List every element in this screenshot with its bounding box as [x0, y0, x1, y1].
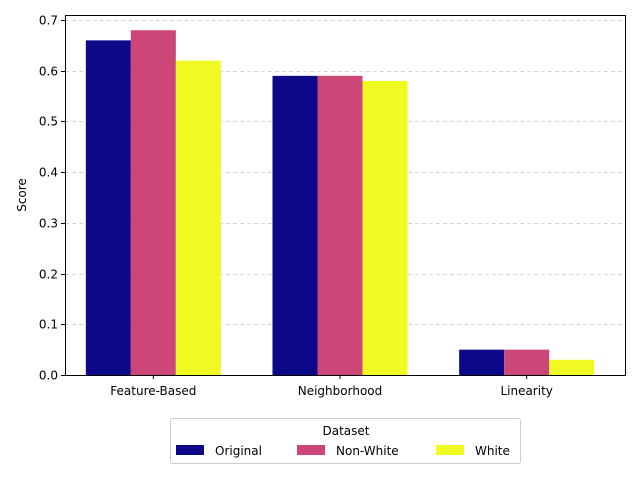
bar-non-white-feature-based: [130, 30, 176, 375]
bar-original-feature-based: [85, 40, 131, 375]
y-tick-label: 0.0: [39, 369, 58, 383]
bar-non-white-neighborhood: [317, 75, 363, 376]
y-tick-label: 0.3: [39, 217, 58, 231]
x-tick-label: Neighborhood: [298, 384, 383, 398]
legend-swatch: [436, 445, 464, 455]
legend: Dataset Original Non-White White: [170, 418, 521, 464]
legend-title: Dataset: [323, 424, 370, 438]
bar-white-neighborhood: [362, 80, 408, 375]
y-tick-label: 0.5: [39, 115, 58, 129]
bar-white-linearity: [549, 359, 595, 375]
y-tick-label: 0.2: [39, 268, 58, 282]
y-axis-title: Score: [15, 178, 29, 212]
plot-frame: [65, 15, 626, 376]
legend-label: Original: [215, 444, 262, 458]
x-tick-label: Linearity: [500, 384, 552, 398]
bars-layer: [85, 30, 595, 376]
bar-non-white-linearity: [504, 349, 550, 375]
bar-original-linearity: [459, 349, 505, 375]
y-tick-label: 0.7: [39, 14, 58, 28]
y-tick-label: 0.1: [39, 318, 58, 332]
bar-original-neighborhood: [272, 75, 318, 376]
legend-swatch: [297, 445, 325, 455]
bar-white-feature-based: [175, 60, 221, 376]
legend-frame: [170, 418, 521, 464]
legend-label: White: [475, 444, 510, 458]
x-axis: Feature-Based Neighborhood Linearity: [110, 375, 553, 398]
legend-items: Original Non-White White: [176, 444, 510, 458]
y-tick-label: 0.6: [39, 65, 58, 79]
legend-swatch: [176, 445, 204, 455]
x-tick-label: Feature-Based: [110, 384, 196, 398]
y-tick-label: 0.4: [39, 166, 58, 180]
y-axis: 0.0 0.1 0.2 0.3 0.4 0.5 0.6 0.7: [39, 14, 65, 383]
legend-label: Non-White: [336, 444, 399, 458]
